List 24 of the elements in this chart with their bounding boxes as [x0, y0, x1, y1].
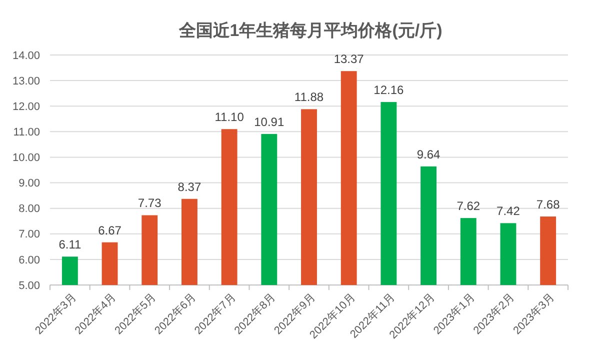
data-label: 7.42 — [496, 204, 520, 218]
data-label: 13.37 — [334, 52, 364, 66]
y-tick-label: 7.00 — [18, 228, 40, 241]
y-tick-label: 11.00 — [13, 126, 40, 139]
data-label: 7.62 — [456, 199, 480, 214]
y-tick-label: 12.00 — [12, 100, 40, 113]
data-label: 6.67 — [98, 223, 122, 238]
data-label: 9.64 — [416, 147, 441, 162]
data-label: 8.37 — [178, 180, 202, 194]
chart-title: 全国近1年生猪每月平均价格(元/斤) — [178, 21, 442, 40]
data-label: 6.11 — [58, 238, 82, 252]
data-label: 11.88 — [294, 90, 324, 104]
y-tick-label: 9.00 — [18, 178, 40, 190]
y-tick-label: 8.00 — [18, 203, 40, 216]
data-label: 12.16 — [374, 83, 404, 98]
data-label: 10.91 — [254, 114, 284, 129]
data-label: 11.10 — [214, 110, 244, 124]
y-tick-label: 14.00 — [12, 50, 40, 62]
data-label: 7.73 — [138, 196, 162, 210]
data-label: 7.68 — [536, 198, 560, 212]
y-tick-label: 13.00 — [12, 75, 40, 88]
y-tick-label: 5.00 — [18, 280, 40, 292]
y-tick-label: 6.00 — [18, 254, 40, 266]
y-tick-label: 10.00 — [12, 152, 40, 164]
